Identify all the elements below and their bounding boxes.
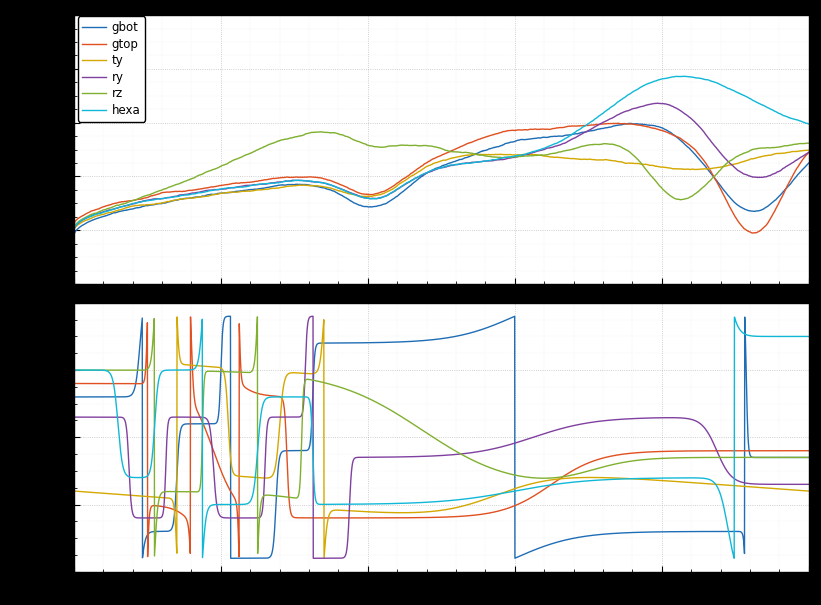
hexa	[790, 116, 800, 123]
rz	[710, 172, 720, 179]
ty	[196, 193, 206, 200]
gbot	[69, 232, 79, 240]
hexa	[69, 226, 79, 234]
ty	[710, 165, 720, 172]
gbot	[804, 160, 814, 167]
Line: gbot: gbot	[74, 123, 809, 236]
ry	[383, 192, 392, 199]
ry	[351, 191, 360, 198]
ty	[383, 188, 392, 195]
rz	[316, 128, 326, 136]
gbot	[710, 175, 720, 183]
rz	[351, 137, 360, 144]
gbot	[790, 175, 800, 182]
hexa	[679, 73, 689, 80]
gbot	[383, 199, 392, 206]
hexa	[804, 120, 814, 128]
rz	[153, 188, 163, 195]
gtop	[351, 188, 360, 195]
ty	[789, 148, 799, 155]
ry	[69, 226, 79, 234]
rz	[790, 141, 800, 148]
Line: rz: rz	[74, 132, 809, 229]
Line: ry: ry	[74, 103, 809, 230]
rz	[69, 225, 79, 232]
ry	[790, 158, 800, 165]
gtop	[196, 185, 206, 192]
rz	[383, 143, 392, 150]
Line: hexa: hexa	[74, 76, 809, 230]
ty	[804, 146, 814, 154]
rz	[804, 140, 814, 147]
gtop	[69, 221, 79, 229]
gbot	[351, 200, 360, 207]
ry	[153, 195, 163, 202]
ry	[710, 143, 720, 151]
Line: gtop: gtop	[74, 123, 809, 233]
hexa	[153, 195, 163, 203]
gtop	[790, 168, 800, 175]
gbot	[153, 200, 163, 208]
ty	[351, 191, 360, 198]
gtop	[747, 229, 757, 237]
hexa	[383, 192, 392, 199]
ty	[153, 200, 163, 207]
gtop	[614, 120, 624, 127]
gtop	[804, 149, 814, 156]
ry	[196, 188, 206, 195]
Line: ty: ty	[74, 150, 809, 231]
ty	[69, 227, 79, 234]
ry	[652, 100, 662, 107]
hexa	[351, 191, 360, 198]
gtop	[383, 186, 392, 193]
ry	[804, 149, 814, 156]
gbot	[196, 193, 206, 200]
gbot	[626, 120, 635, 127]
hexa	[196, 189, 206, 196]
hexa	[710, 79, 720, 86]
rz	[196, 171, 206, 178]
gtop	[710, 176, 720, 183]
gtop	[153, 191, 163, 198]
Legend: gbot, gtop, ty, ry, rz, hexa: gbot, gtop, ty, ry, rz, hexa	[77, 16, 145, 122]
